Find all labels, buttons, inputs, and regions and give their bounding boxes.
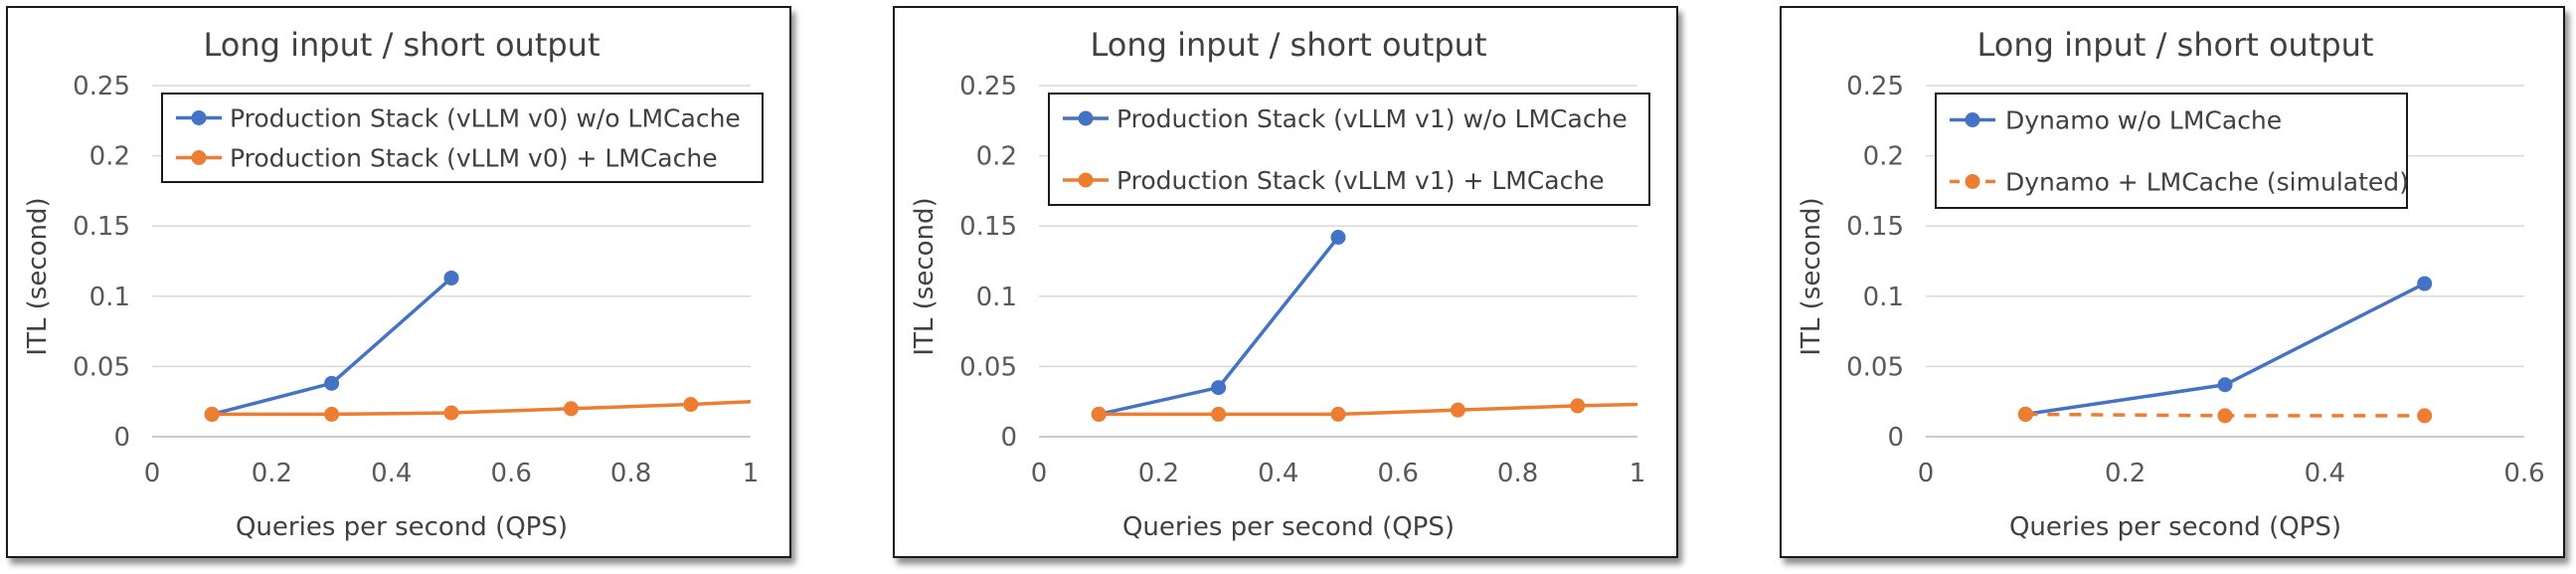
chart-3-legend: Dynamo w/o LMCache Dynamo + LMCache (simu… xyxy=(1935,93,2409,209)
chart-2-xtick-label: 0.8 xyxy=(1497,459,1538,488)
chart-3-xtick-label: 0.6 xyxy=(2503,459,2544,488)
chart-1-series-2-point xyxy=(324,406,340,422)
chart-2-ytick-label: 0.2 xyxy=(976,142,1017,172)
chart-2-ytick-label: 0.25 xyxy=(959,72,1017,101)
chart-2-series-2-point xyxy=(1330,406,1346,422)
chart-1-marks xyxy=(204,270,752,422)
chart-3-svg: Long input / short output Queries per se… xyxy=(1797,26,2545,542)
chart-1-title: Long input / short output xyxy=(204,26,601,64)
chart-3-series-1-line xyxy=(2025,282,2426,417)
chart-1-series-2-point xyxy=(443,405,459,421)
chart-2-series-2-point xyxy=(1211,406,1227,422)
chart-2-marks xyxy=(1091,229,1638,422)
chart-1-ytick-label: 0.15 xyxy=(73,212,130,242)
chart-1-xtick-label: 0.8 xyxy=(610,459,651,488)
chart-1-ytick-label: 0.05 xyxy=(73,352,130,382)
chart-2-grid: 0 0.05 0.1 0.15 0.2 0.25 0 0.2 0.4 0.6 0.8 1 xyxy=(959,72,1645,488)
chart-3-legend-swatch-marker xyxy=(1965,174,1980,189)
chart-panel-2: Long input / short output Queries per se… xyxy=(893,6,1678,558)
chart-2-legend-label: Production Stack (vLLM v1) + LMCache xyxy=(1116,166,1605,195)
chart-2-xtick-label: 1 xyxy=(1630,459,1646,488)
chart-1-legend-swatch-marker xyxy=(191,150,207,165)
chart-1-legend-label: Production Stack (vLLM v0) w/o LMCache xyxy=(230,104,741,133)
chart-1-series-2-line xyxy=(212,399,752,417)
chart-3-legend-label: Dynamo w/o LMCache xyxy=(2005,106,2282,135)
chart-2-series-1-point xyxy=(1211,380,1227,396)
chart-1-ytick-label: 0 xyxy=(113,423,130,453)
chart-2-ytick-label: 0.05 xyxy=(959,352,1017,382)
chart-1-legend-swatch-marker xyxy=(191,110,207,125)
chart-2-ytick-label: 0 xyxy=(1000,423,1017,453)
chart-1-xtick-label: 0 xyxy=(144,459,161,488)
chart-1-series-2-point xyxy=(204,406,220,422)
chart-3-xtick-label: 0.4 xyxy=(2305,459,2345,488)
chart-2-legend-swatch-marker xyxy=(1078,172,1094,188)
chart-3-ytick-label: 0.15 xyxy=(1846,212,1904,242)
chart-2-legend-box xyxy=(1048,93,1650,206)
chart-1-xtick-label: 0.6 xyxy=(491,459,532,488)
chart-1-grid: 0 0.05 0.1 0.15 0.2 0.25 0 0.2 0.4 0.6 0.8 1 xyxy=(73,72,759,488)
chart-1-ytick-label: 0.2 xyxy=(89,142,130,172)
chart-2-series-2-line xyxy=(1099,402,1638,417)
chart-2-svg: Long input / short output Queries per se… xyxy=(910,26,1650,542)
chart-2-series-1-point xyxy=(1330,229,1346,245)
chart-2-ylabel: ITL (second) xyxy=(910,197,940,355)
chart-1-xlabel: Queries per second (QPS) xyxy=(236,512,568,542)
chart-1-xtick-label: 0.4 xyxy=(371,459,412,488)
chart-2-xtick-label: 0 xyxy=(1031,459,1048,488)
chart-1-xtick-label: 1 xyxy=(743,459,760,488)
chart-3-ytick-label: 0.1 xyxy=(1863,283,1904,312)
chart-1-ytick-label: 0.25 xyxy=(73,72,130,101)
chart-1-legend-label: Production Stack (vLLM v0) + LMCache xyxy=(230,144,718,173)
chart-3-legend-label: Dynamo + LMCache (simulated) xyxy=(2005,168,2409,197)
chart-2-xtick-label: 0.6 xyxy=(1378,459,1419,488)
chart-1-ylabel: ITL (second) xyxy=(23,197,53,355)
chart-3-series-2-point xyxy=(2217,408,2233,424)
chart-3-title: Long input / short output xyxy=(1977,26,2374,64)
chart-2-xtick-label: 0.4 xyxy=(1258,459,1298,488)
chart-3-marks xyxy=(2017,276,2433,424)
chart-3-ytick-label: 0.05 xyxy=(1846,352,1904,382)
chart-2-title: Long input / short output xyxy=(1091,26,1487,64)
chart-2-legend-swatch-marker xyxy=(1078,110,1094,126)
chart-1-legend-box xyxy=(161,93,764,183)
chart-2-legend: Production Stack (vLLM v1) w/o LMCache Pr… xyxy=(1048,93,1650,206)
chart-3-ytick-label: 0.2 xyxy=(1863,142,1904,172)
chart-2-ytick-label: 0.1 xyxy=(976,283,1017,312)
chart-2-series-2-point xyxy=(1450,402,1465,418)
chart-1-legend: Production Stack (vLLM v0) w/o LMCache Pr… xyxy=(161,93,764,183)
chart-3-grid: 0 0.05 0.1 0.15 0.2 0.25 0 0.2 0.4 0.6 xyxy=(1846,72,2545,488)
chart-panel-1: Long input / short output Queries per se… xyxy=(6,6,791,558)
chart-2-legend-label: Production Stack (vLLM v1) w/o LMCache xyxy=(1116,104,1628,133)
chart-2-series-2-point xyxy=(1570,398,1586,414)
chart-3-xlabel: Queries per second (QPS) xyxy=(2009,512,2341,542)
chart-2-xtick-label: 0.2 xyxy=(1138,459,1179,488)
chart-3-xtick-label: 0 xyxy=(1918,459,1935,488)
chart-2-xlabel: Queries per second (QPS) xyxy=(1122,512,1455,542)
chart-3-series-2-point xyxy=(2417,408,2433,424)
chart-2-ytick-label: 0.15 xyxy=(959,212,1017,242)
chart-1-svg: Long input / short output Queries per se… xyxy=(23,26,764,542)
chart-3-ytick-label: 0 xyxy=(1887,423,1904,453)
chart-3-legend-box xyxy=(1935,93,2408,209)
chart-2-series-2-point xyxy=(1091,406,1107,422)
chart-1-series-2-point xyxy=(683,397,699,413)
chart-1-series-2-point xyxy=(563,401,579,417)
chart-3-ylabel: ITL (second) xyxy=(1797,197,1826,355)
chart-1-series-1-point xyxy=(324,375,340,391)
chart-1-series-1-point xyxy=(443,270,459,286)
chart-3-ytick-label: 0.25 xyxy=(1846,72,1904,101)
chart-3-series-1-point xyxy=(2217,377,2233,393)
chart-1-ytick-label: 0.1 xyxy=(89,283,130,312)
chart-3-legend-swatch-marker xyxy=(1965,112,1980,127)
chart-panel-3: Long input / short output Queries per se… xyxy=(1780,6,2565,558)
chart-3-xtick-label: 0.2 xyxy=(2105,459,2146,488)
chart-3-series-1-point xyxy=(2417,276,2433,291)
chart-3-series-2-point xyxy=(2017,406,2033,422)
chart-1-xtick-label: 0.2 xyxy=(252,459,292,488)
chart-1-series-1-line xyxy=(211,277,453,417)
